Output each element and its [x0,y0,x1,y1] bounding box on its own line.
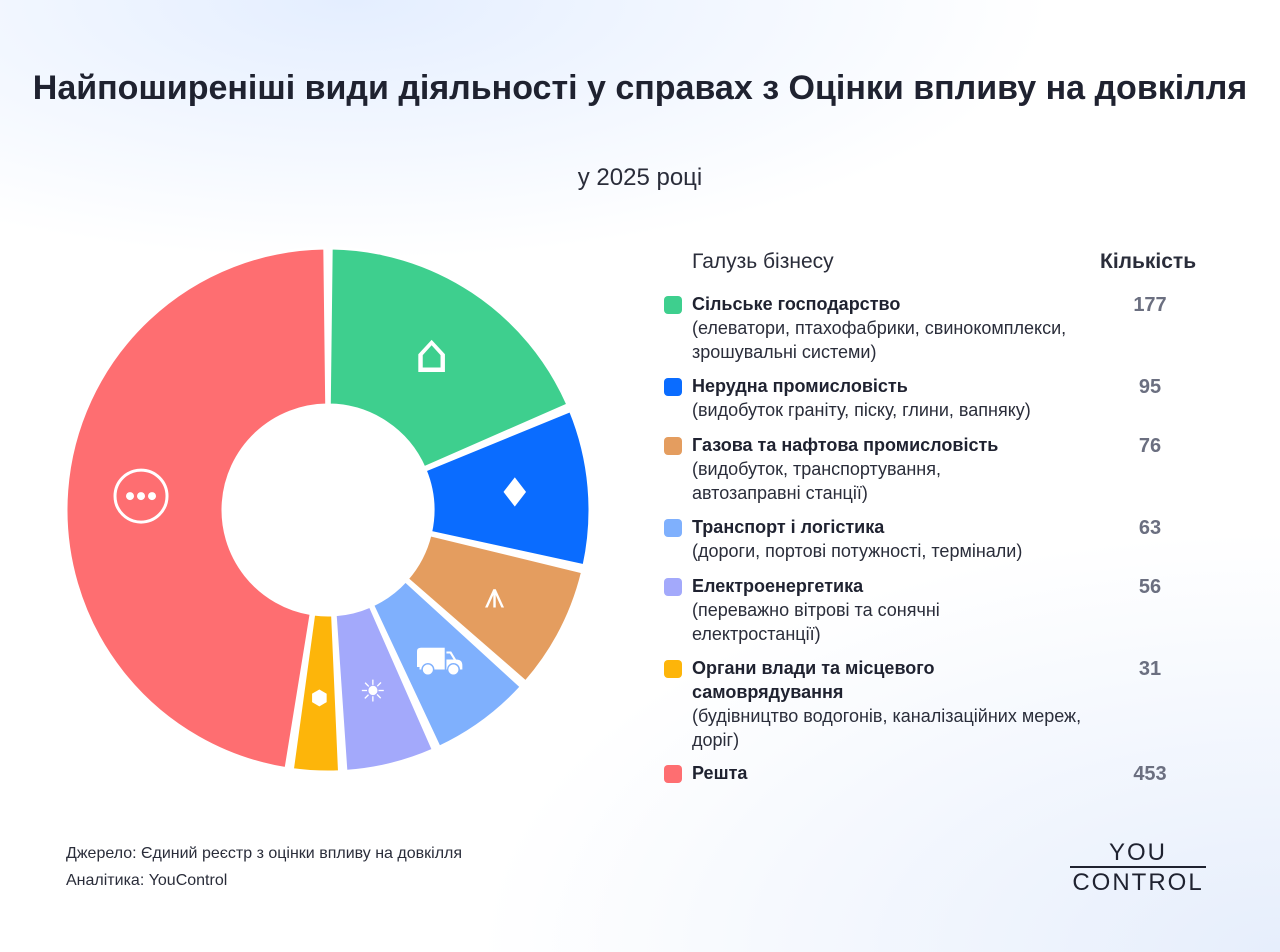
legend-value: 56 [1138,576,1162,598]
legend-value: 76 [1138,435,1162,457]
source-note: Джерело: Єдиний реєстр з оцінки впливу н… [66,845,463,862]
donut-segment [327,246,570,470]
legend-value: 95 [1138,376,1162,398]
legend-swatch [664,578,682,596]
legend-name: Решта [692,763,748,783]
legend-swatch [664,296,682,314]
analytics-note: Аналітика: YouControl [66,872,228,889]
donut-segment [64,246,329,771]
legend-swatch [664,765,682,783]
legend-desc: (переважно вітрові та сонячні електроста… [692,600,940,644]
legend-desc: (будівництво водогонів, каналізаційних м… [692,706,1082,750]
legend-name: Сільське господарство [692,294,901,314]
donut-segment [371,579,523,749]
legend-swatch [664,519,682,537]
legend-header-industry: Галузь бізнесу [692,250,834,273]
donut-segment [405,533,585,684]
legend-value: 63 [1138,517,1162,539]
legend-swatch [664,660,682,678]
legend-name: Газова та нафтова промисловість [692,435,999,455]
legend-name: Органи влади та місцевого самоврядування [692,658,935,702]
legend-value: 31 [1138,658,1162,680]
logo-line1: YOU [1108,839,1167,866]
barn-icon: ⌂ [414,322,448,385]
truck-icon: ⛟ [414,638,464,684]
legend-name: Нерудна промисловість [692,376,908,396]
legend-desc: (видобуток граніту, піску, глини, вапняк… [692,400,1031,420]
legend-header-count: Кількість [1100,250,1197,273]
more-dots-icon [113,468,169,524]
legend-desc: (елеватори, птахофабрики, свинокомплекси… [692,318,1067,362]
lightbulb-icon: ☀ [359,675,386,710]
legend-value: 177 [1133,294,1167,316]
donut-chart: ⌂ ♦ ⩚ ⛟ ☀ ⬢ [64,246,592,774]
donut-segment [423,409,592,568]
logo-divider [1070,866,1206,868]
legend-desc: (дороги, портові потужності, термінали) [692,541,1023,561]
legend-swatch [664,378,682,396]
oil-rig-icon: ⩚ [484,576,504,617]
chart-subtitle: у 2025 році [577,164,703,191]
donut-segment [333,604,435,773]
legend-desc: (видобуток, транспортування, автозаправн… [692,459,941,503]
legend-swatch [664,437,682,455]
chart-title: Найпоширеніші види діяльності у справах … [32,69,1248,107]
legend-value: 453 [1133,763,1167,785]
shield-user-icon: ⬢ [311,685,328,709]
logo-line2: CONTROL [1072,869,1204,896]
crystals-icon: ♦ [497,471,533,517]
youcontrol-logo: YOU CONTROL [1070,840,1206,896]
legend-name: Транспорт і логістика [692,517,885,537]
donut-segment [290,612,342,774]
legend-name: Електроенергетика [692,576,864,596]
